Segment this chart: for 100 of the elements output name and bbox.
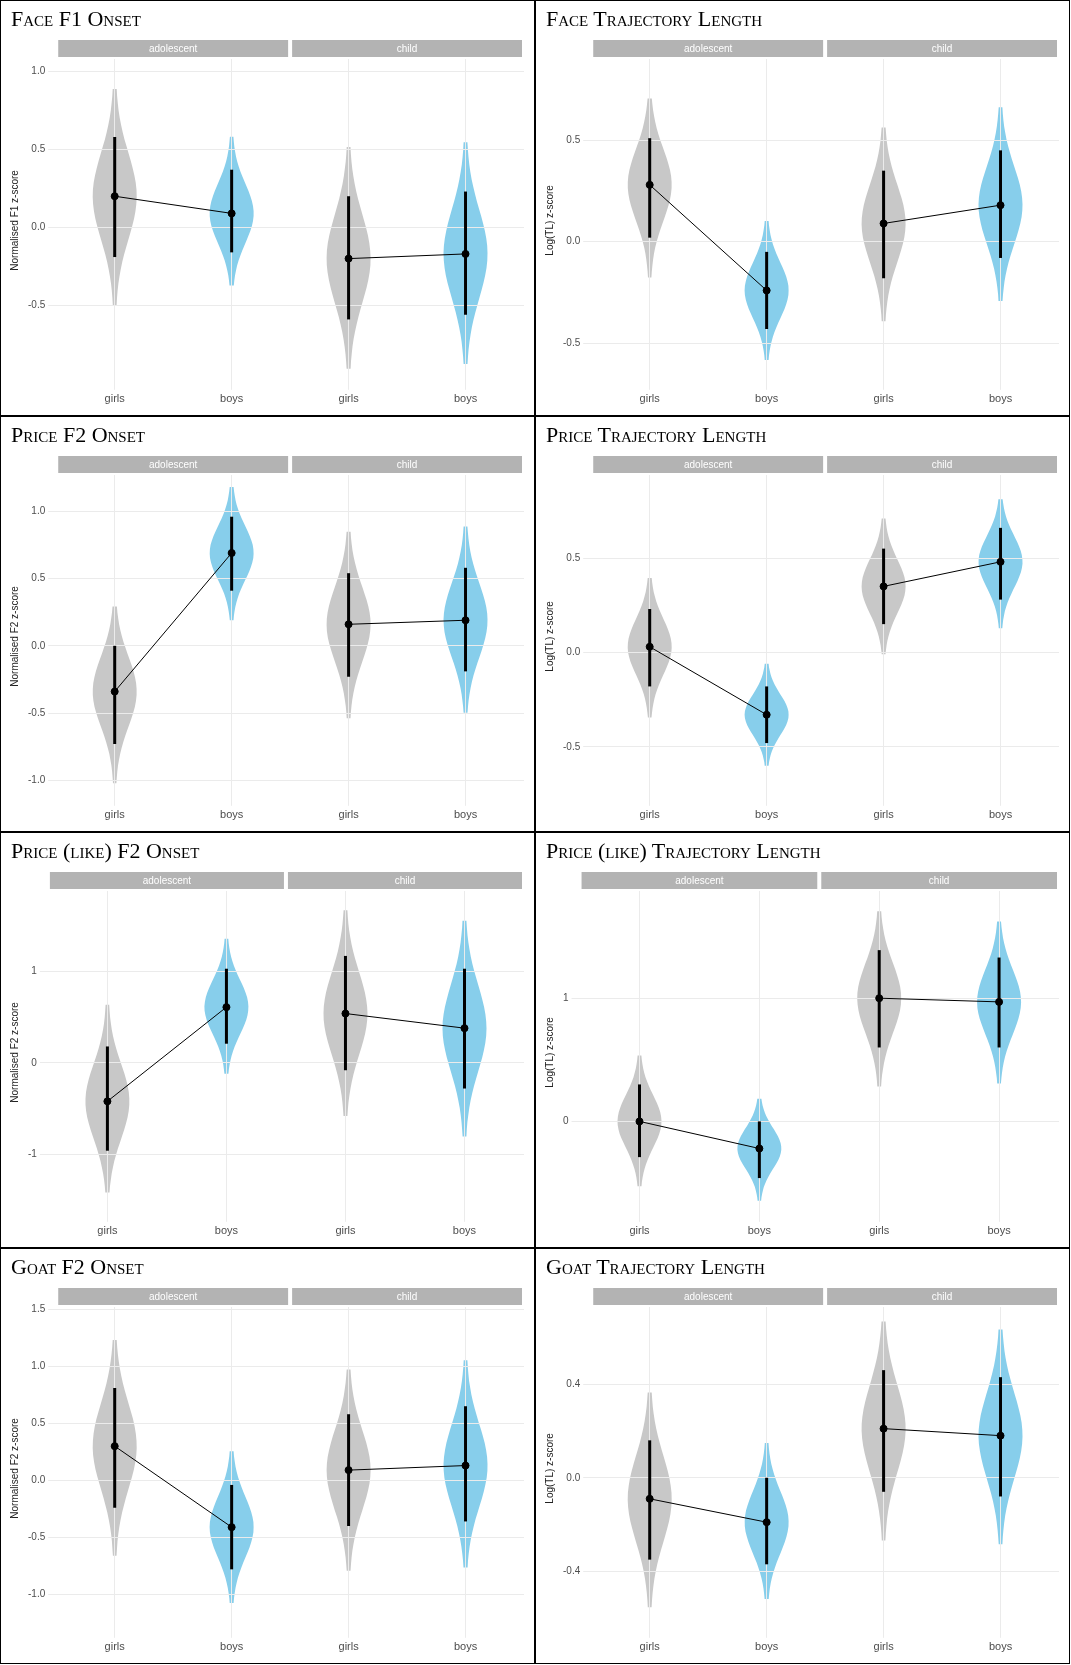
x-tick-label: girls (338, 1640, 360, 1653)
x-tick-label: girls (873, 392, 895, 405)
x-tick-label: boys (755, 1640, 779, 1653)
chart-title: Face F1 Onset (10, 5, 142, 33)
point (227, 1523, 236, 1532)
y-tick-label: -0.5 (563, 336, 581, 348)
point (344, 254, 353, 263)
x-tick-label: boys (747, 1224, 772, 1237)
x-tick-label: boys (453, 1640, 478, 1653)
x-tick-label: girls (338, 808, 360, 821)
text: adolescent (148, 1290, 198, 1302)
y-axis-title: Normalised F2 z-score (8, 1001, 20, 1103)
point (879, 582, 888, 591)
y-tick-label: 0.5 (31, 143, 46, 155)
y-tick-label: 1.5 (31, 1303, 46, 1315)
point (755, 1144, 764, 1153)
x-tick-label: boys (987, 1224, 1012, 1237)
chart-title: Price (like) Trajectory Length (545, 837, 822, 865)
y-tick-label: 0 (31, 1056, 38, 1068)
x-tick-label: boys (452, 1224, 477, 1237)
text: adolescent (683, 458, 733, 470)
text: child (931, 458, 953, 470)
text: adolescent (683, 42, 733, 54)
y-axis-title: Normalised F2 z-score (8, 1417, 20, 1519)
x-tick-label: girls (869, 1224, 890, 1237)
chart-title: Price F2 Onset (10, 421, 147, 449)
y-tick-label: -1.0 (28, 1588, 46, 1600)
text: adolescent (142, 874, 192, 886)
x-tick-label: boys (988, 808, 1013, 821)
point (110, 192, 119, 201)
text: adolescent (675, 874, 724, 886)
text: child (396, 42, 418, 54)
x-tick-label: boys (755, 392, 779, 405)
y-tick-label: -0.5 (28, 706, 46, 718)
text: adolescent (148, 42, 198, 54)
point (995, 997, 1004, 1006)
chart-title: Price Trajectory Length (545, 421, 768, 449)
x-tick-label: boys (755, 808, 779, 821)
x-tick-label: boys (220, 1640, 244, 1653)
point (762, 286, 771, 295)
y-axis-title: Log(TL) z-score (543, 184, 555, 256)
y-axis-title: Log(TL) z-score (543, 1016, 555, 1088)
point (110, 1442, 119, 1451)
y-tick-label: 0.5 (566, 551, 581, 563)
point (645, 642, 654, 651)
point (996, 201, 1005, 210)
x-tick-label: girls (104, 1640, 126, 1653)
point (461, 1461, 470, 1470)
y-axis-title: Log(TL) z-score (543, 600, 555, 672)
point (222, 1003, 231, 1012)
text: child (396, 458, 418, 470)
point (461, 616, 470, 625)
point (110, 687, 119, 696)
y-tick-label: 0.0 (566, 235, 581, 247)
x-tick-label: girls (873, 1640, 895, 1653)
x-tick-label: girls (104, 392, 126, 405)
y-tick-label: -1 (27, 1148, 38, 1160)
x-tick-label: boys (453, 808, 478, 821)
y-tick-label: 1.0 (31, 505, 46, 517)
point (645, 180, 654, 189)
y-tick-label: 0 (563, 1115, 569, 1127)
y-tick-label: -0.5 (28, 1531, 46, 1543)
y-axis-title: Normalised F2 z-score (8, 585, 20, 687)
text: adolescent (683, 1290, 733, 1302)
point (635, 1117, 644, 1126)
x-tick-label: girls (639, 808, 661, 821)
x-tick-label: girls (629, 1224, 651, 1237)
y-tick-label: 0.0 (31, 639, 46, 651)
y-tick-label: -0.5 (28, 299, 46, 311)
chart-title: Face Trajectory Length (545, 5, 764, 33)
point (103, 1097, 112, 1106)
x-tick-label: boys (988, 392, 1013, 405)
x-tick-label: girls (639, 1640, 661, 1653)
point (996, 1431, 1005, 1440)
y-axis-title: Normalised F1 z-score (8, 169, 20, 271)
chart-title: Goat F2 Onset (10, 1253, 145, 1281)
text: child (394, 874, 416, 886)
x-tick-label: boys (988, 1640, 1013, 1653)
x-tick-label: girls (97, 1224, 118, 1237)
x-tick-label: girls (873, 808, 895, 821)
point (344, 1466, 353, 1475)
x-tick-label: girls (104, 808, 126, 821)
point (227, 209, 236, 218)
x-tick-label: boys (214, 1224, 239, 1237)
y-tick-label: 0.0 (566, 646, 581, 658)
x-tick-label: girls (335, 1224, 357, 1237)
y-tick-label: 0.5 (566, 133, 581, 145)
text: adolescent (148, 458, 198, 470)
point (341, 1009, 350, 1018)
point (344, 620, 353, 629)
point (879, 1424, 888, 1433)
x-tick-label: boys (453, 392, 478, 405)
text: child (396, 1290, 418, 1302)
y-tick-label: 1.0 (31, 1360, 46, 1372)
y-tick-label: -0.4 (563, 1565, 581, 1577)
y-axis-title: Log(TL) z-score (543, 1432, 555, 1504)
y-tick-label: -1.0 (28, 774, 46, 786)
y-tick-label: 0.5 (31, 572, 46, 584)
text: child (931, 1290, 953, 1302)
point (645, 1494, 654, 1503)
